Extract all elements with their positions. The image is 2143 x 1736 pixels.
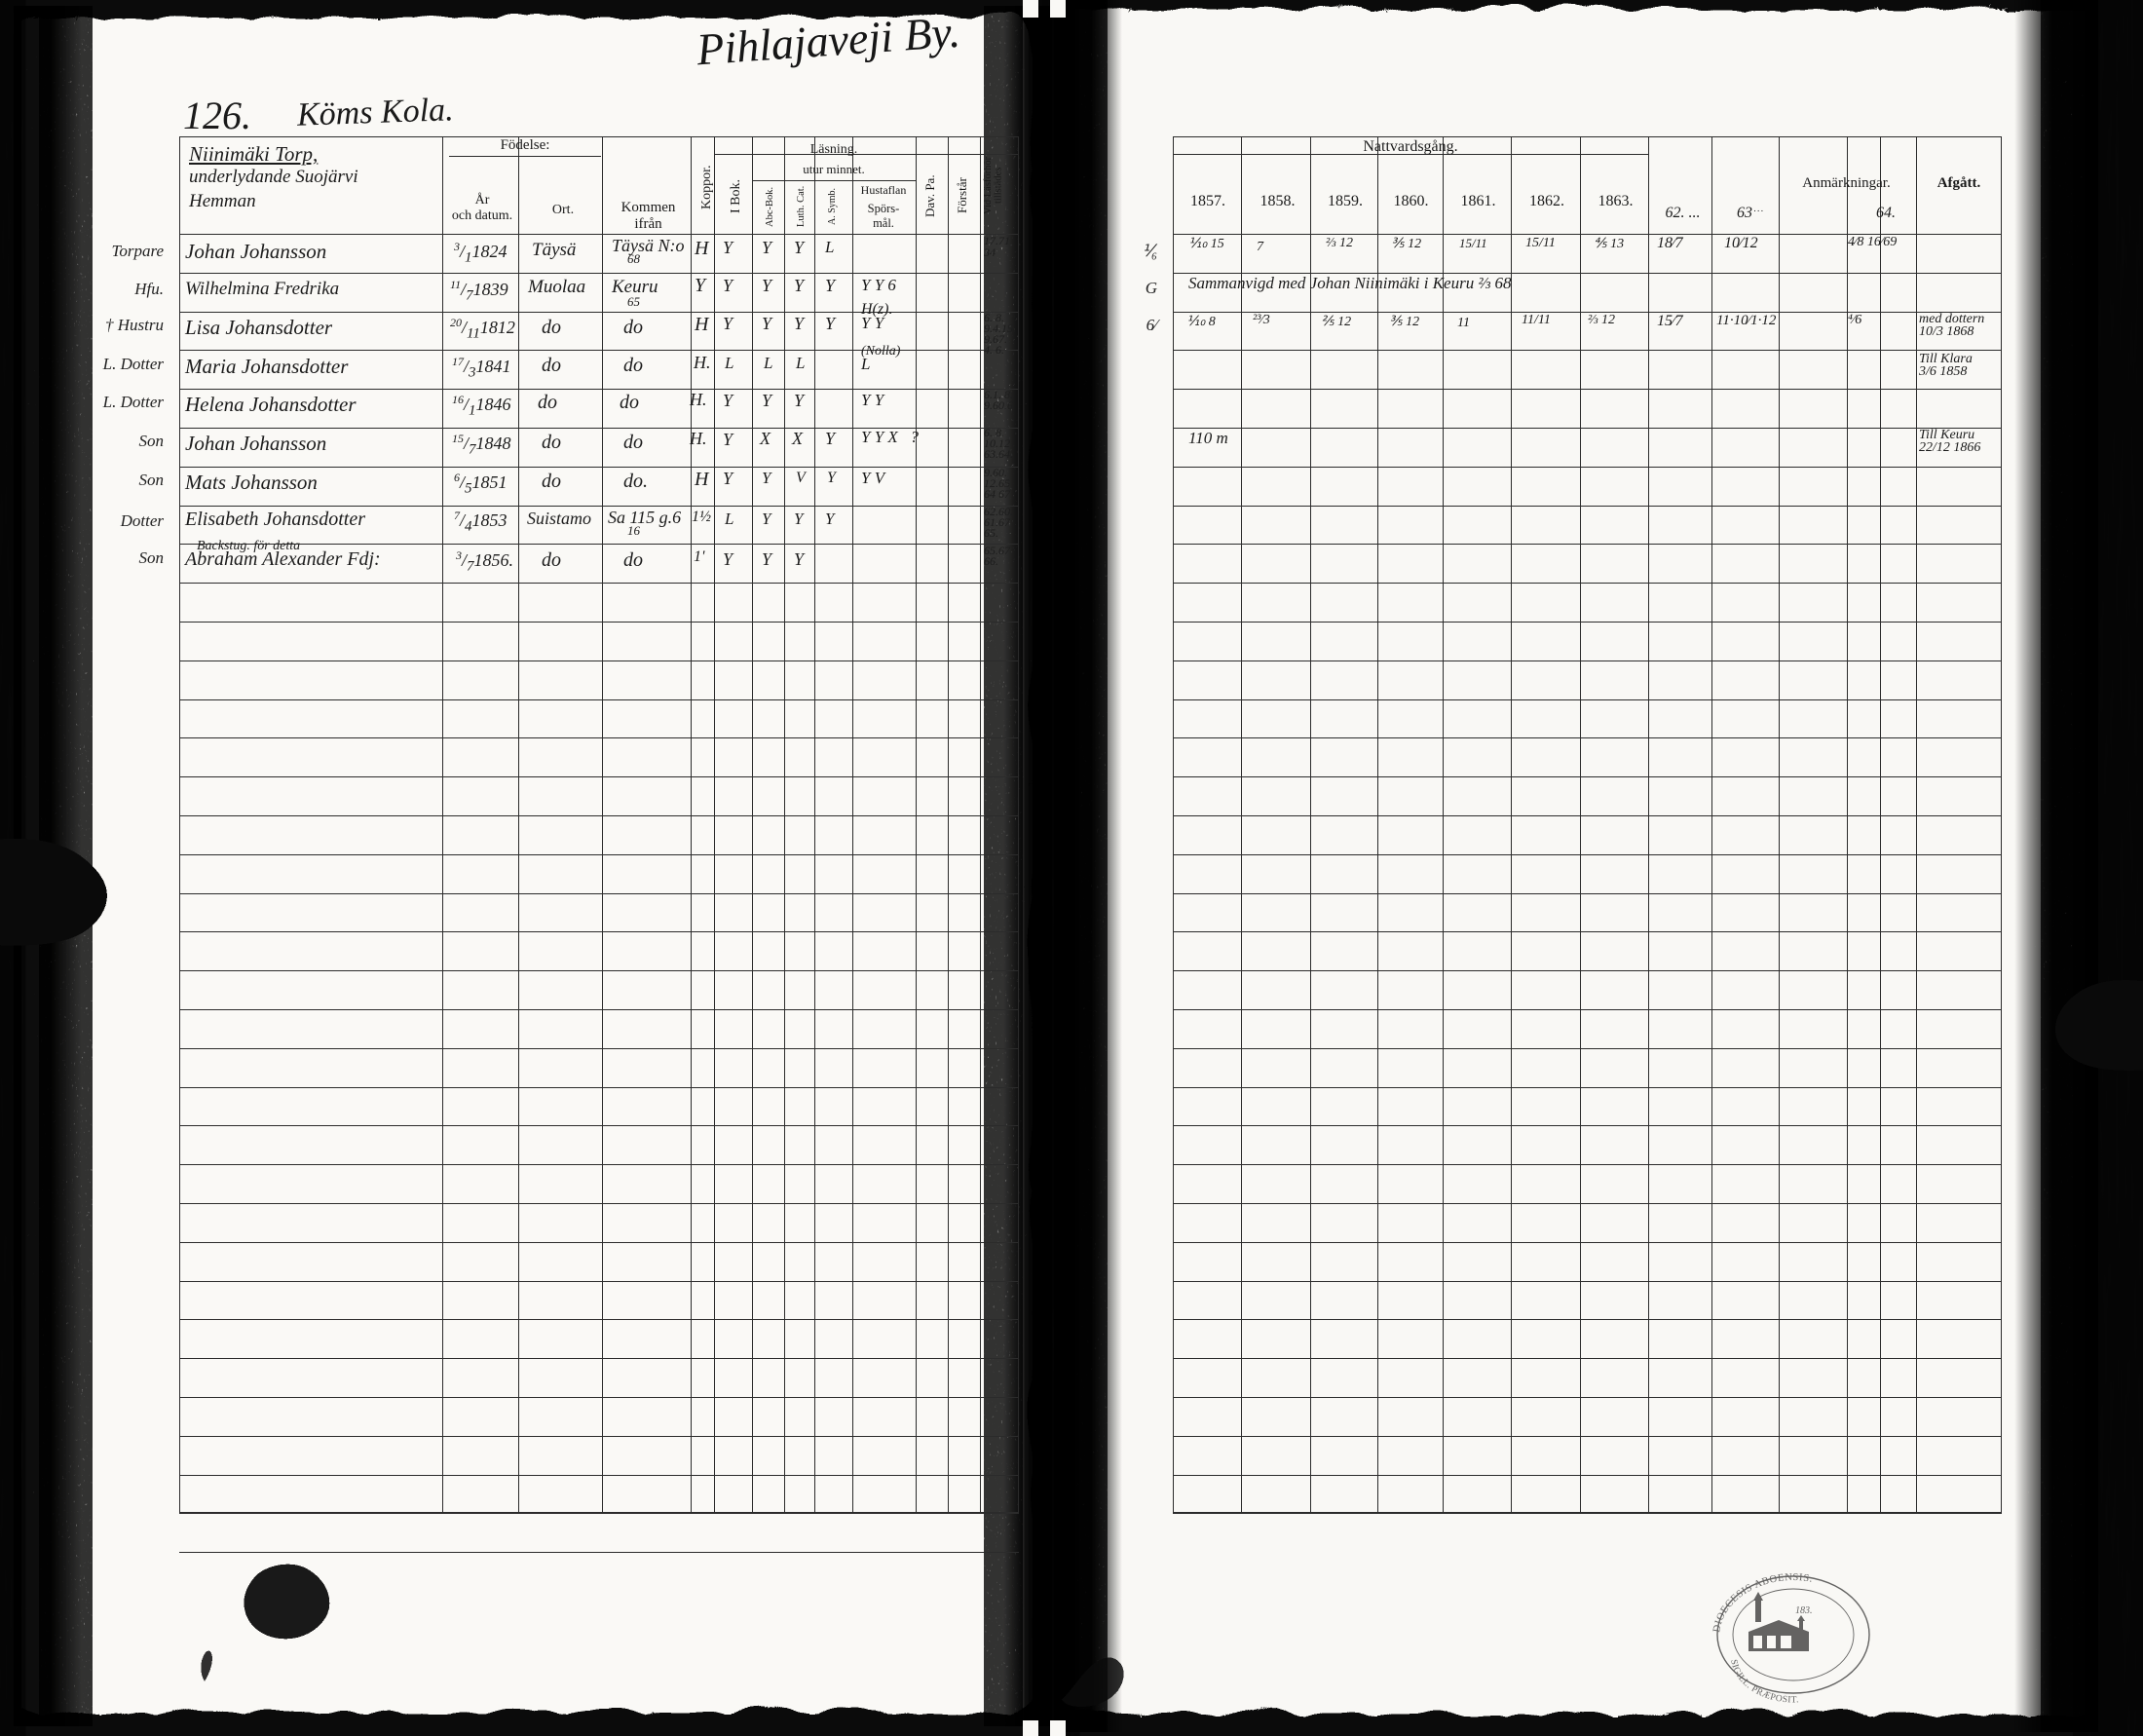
svg-text:183.: 183. [1795,1605,1813,1616]
svg-text:DIOECESIS ABOENSIS.: DIOECESIS ABOENSIS. [1711,1572,1814,1634]
